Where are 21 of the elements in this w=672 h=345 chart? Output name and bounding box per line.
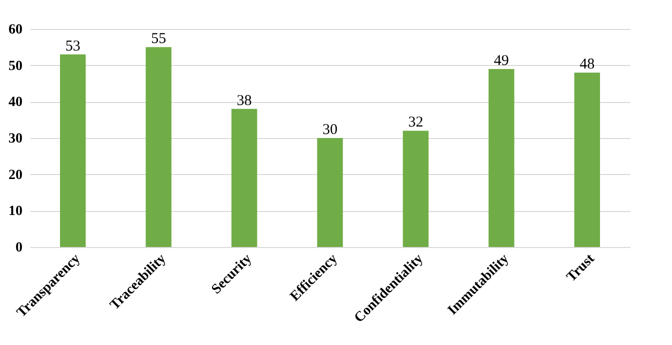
bar [574, 72, 600, 247]
data-label: 32 [408, 114, 424, 131]
data-label: 38 [236, 92, 252, 109]
y-tick-label: 60 [8, 22, 22, 38]
data-label: 30 [322, 122, 338, 138]
bar [60, 54, 86, 247]
y-tick-label: 30 [8, 132, 22, 146]
bar [402, 130, 429, 247]
y-tick-label: 50 [8, 58, 22, 74]
y-tick-label: 10 [8, 204, 22, 220]
data-label: 48 [580, 56, 595, 73]
bar [146, 47, 172, 247]
y-tick-label: 0 [16, 240, 22, 256]
bar [317, 138, 343, 247]
bar [231, 108, 258, 247]
y-tick-label: 20 [8, 168, 22, 183]
bar [488, 68, 514, 247]
data-label: 53 [65, 38, 80, 54]
y-tick-label: 40 [8, 95, 22, 110]
data-label: 49 [494, 52, 509, 69]
data-label: 55 [151, 31, 166, 48]
